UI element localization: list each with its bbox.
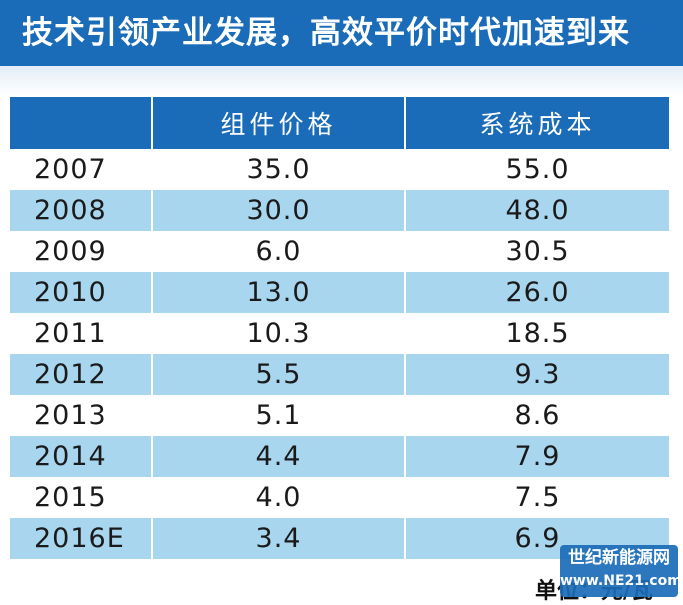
year-cell: 2015 xyxy=(10,477,153,518)
system-cost-cell: 9.3 xyxy=(514,359,561,390)
system-cost-cell: 18.5 xyxy=(505,318,570,349)
table-row: 2009 6.0 30.5 xyxy=(10,231,669,272)
system-cost-cell: 55.0 xyxy=(505,154,570,185)
year-cell: 2016E xyxy=(10,518,153,559)
year-cell: 2013 xyxy=(10,395,153,436)
table-row: 2015 4.0 7.5 xyxy=(10,477,669,518)
title-underband xyxy=(0,66,683,96)
table-row: 2010 13.0 26.0 xyxy=(10,272,669,313)
module-price-cell: 13.0 xyxy=(152,272,406,313)
year-cell: 2007 xyxy=(10,149,153,190)
table-row: 2014 4.4 7.9 xyxy=(10,436,669,477)
module-price-cell: 3.4 xyxy=(152,518,406,559)
watermark-name: 世纪新能源网 xyxy=(568,548,670,568)
system-cost-cell: 6.9 xyxy=(514,523,561,554)
year-cell: 2012 xyxy=(10,354,153,395)
year-cell: 2008 xyxy=(10,190,153,231)
year-cell: 2011 xyxy=(10,313,153,354)
module-price-cell: 6.0 xyxy=(152,231,406,272)
header-module-price: 组件价格 xyxy=(152,97,406,149)
site-watermark-logo: 世纪新能源网 www.NE21.com xyxy=(560,545,682,597)
table-row: 2011 10.3 18.5 xyxy=(10,313,669,354)
system-cost-cell: 48.0 xyxy=(505,195,570,226)
header-year xyxy=(10,97,153,149)
system-cost-cell: 26.0 xyxy=(505,277,570,308)
table-header-row: 组件价格 系统成本 xyxy=(10,97,669,149)
module-price-cell: 10.3 xyxy=(152,313,406,354)
system-cost-cell: 8.6 xyxy=(514,400,561,431)
module-price-cell: 30.0 xyxy=(152,190,406,231)
page-title: 技术引领产业发展，高效平价时代加速到来 xyxy=(0,0,683,66)
table-row: 2008 30.0 48.0 xyxy=(10,190,669,231)
price-table: 组件价格 系统成本 2007 35.0 55.0 2008 30.0 48.0 … xyxy=(10,97,669,559)
table-row: 2016E 3.4 6.9 xyxy=(10,518,669,559)
table-row: 2007 35.0 55.0 xyxy=(10,149,669,190)
year-cell: 2014 xyxy=(10,436,153,477)
module-price-cell: 5.5 xyxy=(152,354,406,395)
system-cost-cell: 7.5 xyxy=(514,482,561,513)
table-row: 2013 5.1 8.6 xyxy=(10,395,669,436)
year-cell: 2009 xyxy=(10,231,153,272)
watermark-url: www.NE21.com xyxy=(560,573,682,589)
system-cost-cell: 7.9 xyxy=(514,441,561,472)
system-cost-cell: 30.5 xyxy=(505,236,570,267)
year-cell: 2010 xyxy=(10,272,153,313)
module-price-cell: 4.4 xyxy=(152,436,406,477)
header-system-cost: 系统成本 xyxy=(479,110,596,139)
module-price-cell: 35.0 xyxy=(152,149,406,190)
module-price-cell: 4.0 xyxy=(152,477,406,518)
table-row: 2012 5.5 9.3 xyxy=(10,354,669,395)
module-price-cell: 5.1 xyxy=(152,395,406,436)
